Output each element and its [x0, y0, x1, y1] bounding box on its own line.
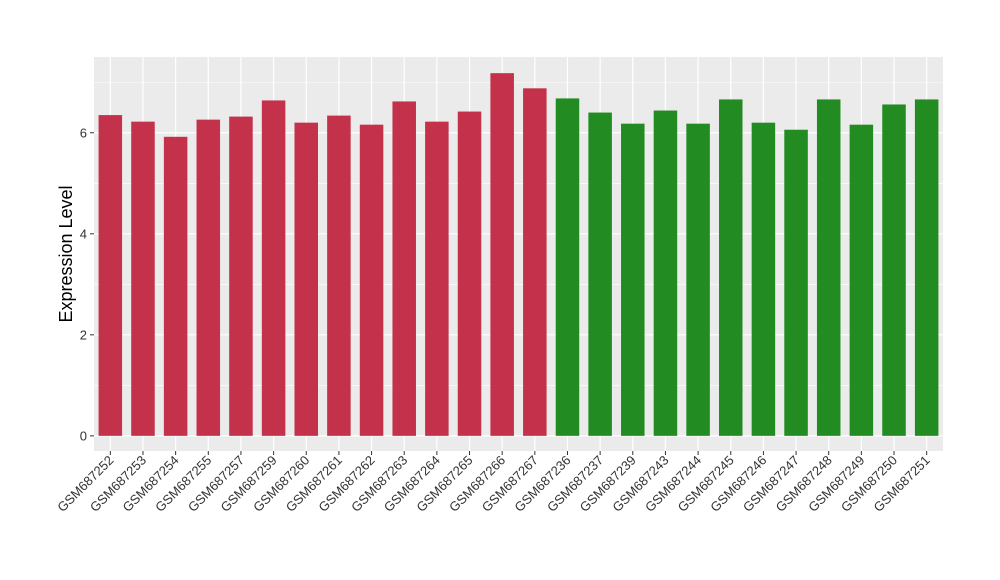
bar-GSM687251 [914, 99, 939, 436]
bar-GSM687239 [621, 123, 645, 436]
bar-GSM687237 [588, 112, 612, 436]
y-axis-title: Expression Level [56, 185, 76, 322]
y-tick-label: 0 [80, 428, 87, 443]
x-axis: GSM687252GSM687253GSM687254GSM687255GSM6… [54, 451, 933, 515]
bar-GSM687249 [849, 124, 874, 436]
bar-GSM687245 [718, 99, 743, 436]
y-axis: 0 2 4 6 [80, 125, 94, 443]
bar-GSM687266 [490, 73, 514, 436]
bar-GSM687265 [457, 111, 482, 436]
bar-GSM687250 [882, 104, 906, 436]
y-tick-label: 2 [80, 327, 87, 342]
bar-GSM687243 [653, 110, 678, 436]
bar-GSM687236 [555, 98, 580, 436]
bar-GSM687253 [131, 121, 155, 436]
bar-GSM687255 [196, 119, 221, 436]
bar-GSM687246 [751, 122, 776, 436]
plot-panel [94, 57, 943, 451]
bar-GSM687264 [425, 121, 449, 436]
bar-GSM687262 [359, 124, 384, 436]
y-tick-label: 4 [80, 226, 87, 241]
bar-GSM687267 [523, 88, 547, 436]
bar-GSM687247 [784, 129, 808, 436]
bar-GSM687263 [392, 101, 416, 436]
bar-GSM687252 [98, 115, 123, 436]
bar-GSM687257 [229, 116, 253, 436]
bar-GSM687244 [686, 123, 710, 436]
bar-GSM687260 [294, 122, 319, 436]
bar-GSM687248 [816, 99, 841, 436]
bar-GSM687259 [261, 100, 286, 436]
bar-GSM687261 [327, 115, 351, 436]
bars-group [98, 73, 939, 436]
y-tick-label: 6 [80, 125, 87, 140]
bar-GSM687254 [163, 136, 188, 436]
